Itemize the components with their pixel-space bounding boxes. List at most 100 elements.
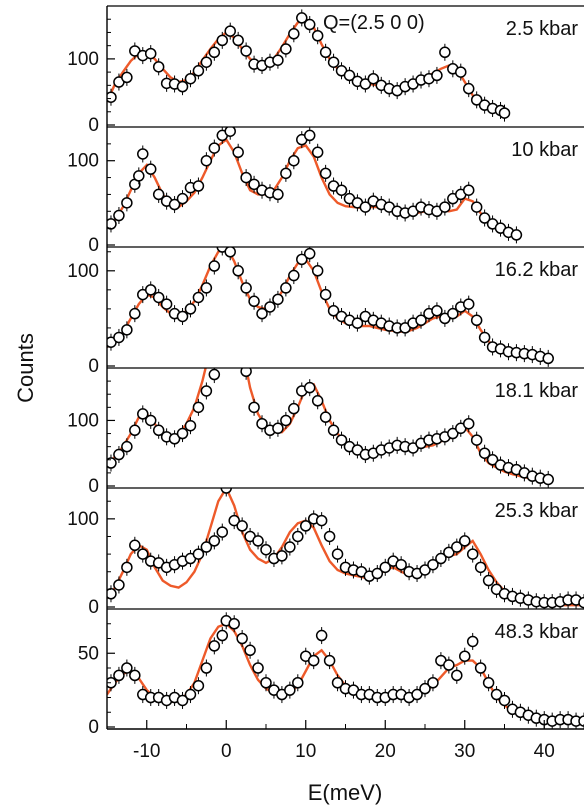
x-axis-label: E(meV) bbox=[308, 780, 383, 805]
panel-plot-area bbox=[107, 247, 554, 367]
data-point bbox=[113, 448, 125, 461]
data-point bbox=[272, 422, 284, 435]
data-point bbox=[323, 530, 336, 543]
data-point bbox=[431, 69, 443, 82]
data-point bbox=[455, 66, 467, 78]
data-point bbox=[121, 440, 133, 453]
data-point bbox=[578, 596, 584, 609]
data-point bbox=[240, 368, 252, 378]
data-point bbox=[129, 424, 141, 437]
data-point bbox=[176, 192, 189, 205]
data-point bbox=[240, 171, 252, 184]
data-point bbox=[459, 650, 471, 662]
data-point bbox=[470, 201, 483, 213]
data-point bbox=[137, 148, 149, 160]
data-point bbox=[478, 331, 491, 344]
data-point bbox=[439, 201, 451, 213]
data-point bbox=[272, 54, 284, 66]
data-point bbox=[578, 715, 584, 727]
data-point bbox=[474, 662, 487, 674]
data-point bbox=[121, 197, 133, 209]
panel-2: 0 100 10 kbar bbox=[67, 126, 584, 256]
data-point bbox=[327, 56, 340, 68]
data-point bbox=[462, 82, 475, 95]
data-point bbox=[107, 457, 117, 469]
data-point bbox=[490, 688, 503, 701]
data-point bbox=[311, 146, 324, 159]
data-point bbox=[107, 91, 117, 103]
panel-label: 2.5 kbar bbox=[506, 18, 579, 40]
data-point bbox=[144, 414, 157, 427]
data-point bbox=[462, 417, 475, 430]
data-point bbox=[319, 411, 332, 423]
q-annotation: Q=(2.5 0 0) bbox=[323, 12, 425, 34]
data-point bbox=[486, 454, 499, 466]
data-point bbox=[244, 644, 256, 657]
data-point bbox=[248, 178, 260, 191]
data-point bbox=[200, 56, 213, 68]
data-point bbox=[260, 677, 272, 689]
data-point bbox=[411, 688, 423, 701]
data-point bbox=[303, 247, 316, 260]
panel-plot-area bbox=[107, 127, 523, 244]
data-point bbox=[284, 541, 296, 553]
data-point bbox=[415, 314, 427, 327]
data-point bbox=[137, 408, 149, 420]
data-point bbox=[152, 424, 165, 437]
data-point bbox=[307, 654, 320, 667]
data-point bbox=[510, 229, 523, 241]
panel-3: 0 100 16.2 kbar bbox=[67, 246, 584, 377]
panel-1: 0 100 2.5 kbar Q=(2.5 0 0) bbox=[67, 5, 584, 136]
panel-plot-area bbox=[107, 368, 554, 488]
data-point bbox=[292, 677, 304, 689]
data-point bbox=[224, 25, 236, 37]
y-tick-label: 0 bbox=[88, 356, 99, 377]
y-tick-label: 0 bbox=[88, 235, 99, 256]
data-point bbox=[303, 129, 316, 142]
data-point bbox=[121, 561, 133, 574]
data-point bbox=[462, 298, 475, 310]
data-point bbox=[542, 352, 554, 365]
data-point bbox=[288, 154, 300, 167]
data-point bbox=[192, 679, 205, 692]
y-axis-label: Counts bbox=[13, 333, 38, 403]
data-point bbox=[208, 368, 221, 381]
data-point bbox=[264, 301, 276, 313]
data-point bbox=[300, 520, 312, 532]
data-point bbox=[113, 331, 125, 344]
data-point bbox=[224, 127, 236, 137]
data-point bbox=[113, 579, 125, 591]
x-tick-label: 20 bbox=[375, 741, 396, 762]
y-tick-label: 100 bbox=[67, 509, 99, 530]
data-point bbox=[129, 307, 141, 320]
data-point bbox=[208, 46, 221, 59]
data-point bbox=[192, 65, 205, 77]
data-point bbox=[176, 427, 189, 440]
data-point bbox=[359, 201, 372, 213]
data-point bbox=[252, 535, 264, 547]
data-point bbox=[367, 72, 380, 85]
data-point bbox=[224, 247, 236, 258]
data-point bbox=[470, 314, 483, 327]
data-point bbox=[228, 514, 240, 527]
data-point bbox=[216, 34, 229, 47]
data-point bbox=[427, 558, 439, 571]
data-point bbox=[280, 414, 292, 427]
data-point bbox=[113, 669, 125, 682]
data-point bbox=[335, 434, 348, 446]
data-point bbox=[498, 107, 511, 119]
data-point bbox=[137, 548, 149, 560]
data-point bbox=[256, 307, 268, 320]
data-point bbox=[232, 265, 244, 277]
data-point bbox=[184, 72, 197, 85]
data-point bbox=[443, 546, 455, 559]
data-point bbox=[200, 541, 213, 553]
panel-5: 0 100 25.3 kbar bbox=[67, 487, 584, 618]
panel-4: 0 100 18.1 kbar bbox=[67, 367, 584, 497]
x-tick-label: 40 bbox=[534, 741, 555, 762]
data-point bbox=[121, 662, 133, 674]
data-point bbox=[176, 310, 189, 323]
y-tick-label: 0 bbox=[88, 597, 99, 618]
data-point bbox=[319, 46, 332, 59]
data-point bbox=[478, 447, 491, 459]
